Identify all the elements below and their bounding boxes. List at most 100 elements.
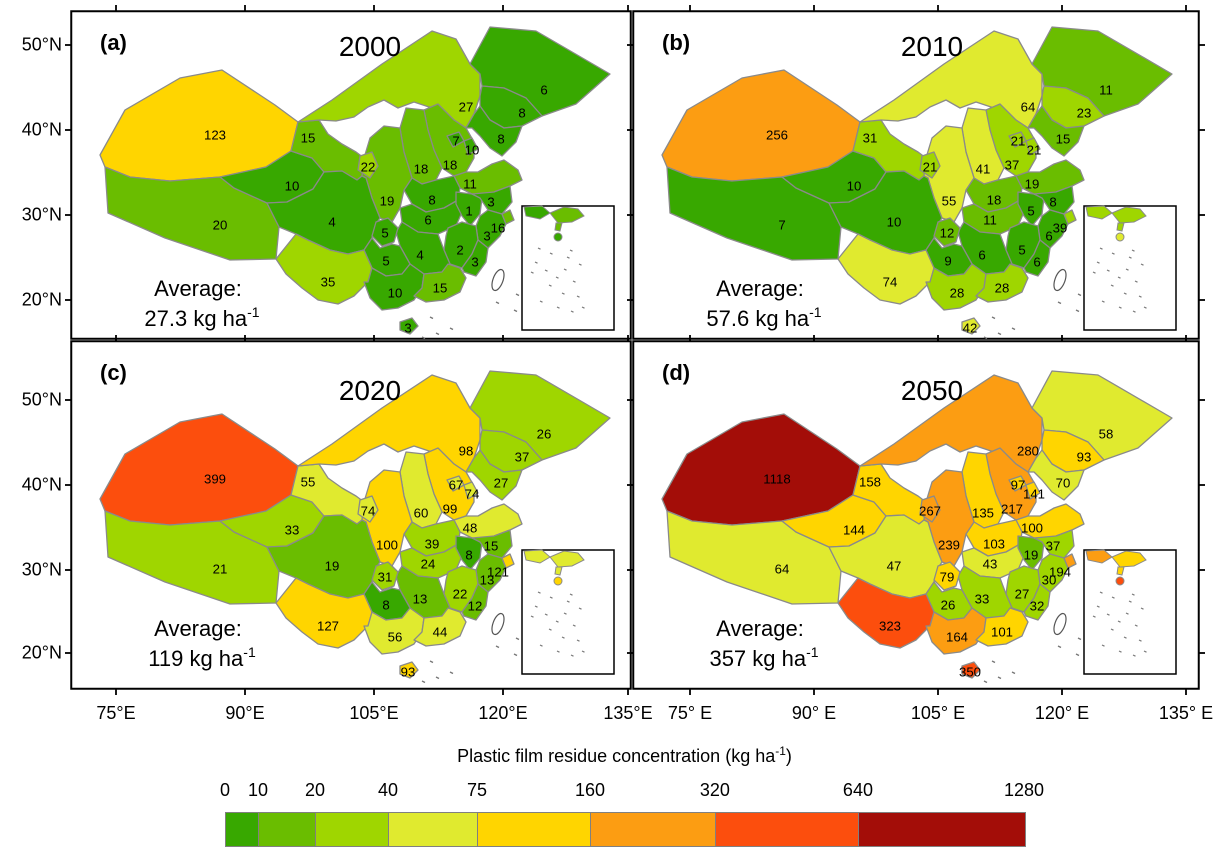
taiwan-outline xyxy=(1053,612,1067,636)
province-value-label: 164 xyxy=(946,630,968,645)
province-value-label: 3 xyxy=(471,255,478,270)
province-shanghai xyxy=(1063,209,1077,225)
province-value-label: 35 xyxy=(321,275,336,290)
province-value-label: 4 xyxy=(328,215,335,230)
panel-year: 2050 xyxy=(901,375,963,406)
colorbar-tick-label: 1280 xyxy=(1003,780,1045,800)
province-value-label: 98 xyxy=(459,444,474,459)
province-shanghai xyxy=(1063,553,1077,569)
province-value-label: 10 xyxy=(887,215,902,230)
colorbar-title-main: Plastic film residue concentration (kg h… xyxy=(457,746,776,766)
province-hainan xyxy=(961,661,981,679)
province-ningxia xyxy=(357,151,379,179)
province-guangdong xyxy=(413,607,467,647)
province-hainan xyxy=(399,661,419,679)
province-value-label: 74 xyxy=(465,487,480,502)
province-hainan xyxy=(399,317,419,335)
province-value-label: 5 xyxy=(381,226,388,241)
province-liaoning xyxy=(1027,105,1085,157)
colorbar-segment xyxy=(715,813,859,846)
province-value-label: 99 xyxy=(443,502,458,517)
province-liaoning xyxy=(465,105,523,157)
province-fujian xyxy=(461,239,489,277)
province-value-label: 7 xyxy=(452,134,459,149)
province-value-label: 48 xyxy=(463,521,478,536)
lat-tick-label: 30°N xyxy=(21,204,62,225)
province-value-label: 158 xyxy=(859,475,881,490)
province-value-label: 74 xyxy=(361,504,376,519)
province-hainan xyxy=(961,317,981,335)
province-value-label: 70 xyxy=(1056,476,1071,491)
province-liaoning xyxy=(465,449,523,501)
province-value-label: 37 xyxy=(1046,539,1061,554)
province-fujian xyxy=(1023,583,1051,621)
province-value-label: 64 xyxy=(1021,100,1036,115)
taiwan-outline xyxy=(491,612,505,636)
province-value-label: 39 xyxy=(1053,221,1068,236)
province-value-label: 43 xyxy=(983,557,998,572)
province-value-label: 79 xyxy=(940,570,955,585)
province-value-label: 7 xyxy=(778,218,785,233)
province-value-label: 20 xyxy=(213,218,228,233)
province-value-label: 6 xyxy=(424,213,431,228)
colorbar-tick-label: 0 xyxy=(219,780,231,800)
province-value-label: 18 xyxy=(987,193,1002,208)
average-value: 357 kg ha-1 xyxy=(709,644,818,671)
province-guangdong xyxy=(975,263,1029,303)
province-value-label: 47 xyxy=(887,559,902,574)
colorbar-title: Plastic film residue concentration (kg h… xyxy=(225,744,1024,767)
province-value-label: 1118 xyxy=(763,472,790,487)
average-label: Average: xyxy=(154,616,242,641)
lon-tick-label: 105°E xyxy=(349,703,399,723)
province-value-label: 33 xyxy=(975,592,990,607)
province-value-label: 22 xyxy=(361,160,376,175)
province-value-label: 5 xyxy=(382,254,389,269)
province-value-label: 194 xyxy=(1049,565,1071,580)
province-value-label: 12 xyxy=(468,599,483,614)
province-value-label: 239 xyxy=(938,538,960,553)
colorbar-tick-label: 20 xyxy=(304,780,325,800)
province-chongqing xyxy=(933,217,961,247)
lon-tick-label: 120° E xyxy=(1034,703,1090,723)
province-value-label: 64 xyxy=(775,562,790,577)
colorbar-tick-label: 160 xyxy=(574,780,605,800)
province-value-label: 32 xyxy=(1030,599,1045,614)
province-value-label: 11 xyxy=(463,177,477,192)
province-value-label: 42 xyxy=(963,321,978,336)
province-value-label: 121 xyxy=(487,565,509,580)
panel-tag: (a) xyxy=(100,30,127,55)
panel-year: 2010 xyxy=(901,31,963,62)
panel-year: 2020 xyxy=(339,375,401,406)
province-value-label: 6 xyxy=(1045,229,1052,244)
map-svg-2010: 2567103164112315374119185511586566109742… xyxy=(627,5,1205,345)
colorbar-segment xyxy=(226,813,259,846)
province-value-label: 12 xyxy=(940,226,955,241)
province-value-label: 21 xyxy=(923,160,938,175)
province-value-label: 93 xyxy=(1077,450,1092,465)
panel-a-map-2000: 123 20 10 15 27 6 8 8 18 18 11 8 19 6 1 3 3 2 3 4 4 5 35 10 15 3 2… xyxy=(65,5,637,345)
colorbar-segment xyxy=(258,813,316,846)
province-value-label: 8 xyxy=(1049,195,1056,210)
taiwan-outline xyxy=(1053,268,1067,292)
panel-year: 2000 xyxy=(339,31,401,62)
panel-d-map-2050: 1118 64 144 158 280 58 93 70 217 135 100 103 239 43 19… xyxy=(627,335,1205,695)
province-value-label: 30 xyxy=(1042,573,1057,588)
province-value-label: 13 xyxy=(413,592,428,607)
province-value-label: 56 xyxy=(388,630,403,645)
lon-tick-label: 135°E xyxy=(603,703,653,723)
colorbar-segment xyxy=(477,813,591,846)
province-value-label: 15 xyxy=(484,539,499,554)
province-value-label: 11 xyxy=(983,213,997,228)
province-value-label: 21 xyxy=(1011,134,1026,149)
colorbar-tick-labels: 0 10 20 40 75 160 320 640 1280 xyxy=(220,780,1044,802)
panel-c-map-2020: 399 21 33 55 98 26 37 27 99 60 48 39 100 24 8 15 13 22 12 1… xyxy=(65,335,637,695)
province-value-label: 4 xyxy=(416,248,423,263)
province-value-label: 6 xyxy=(1033,255,1040,270)
lat-tick-label: 50°N xyxy=(21,34,62,55)
lon-tick-label: 75°E xyxy=(96,703,136,723)
average-label: Average: xyxy=(154,276,242,301)
province-value-label: 31 xyxy=(378,570,393,585)
province-value-label: 27 xyxy=(494,476,509,491)
lon-tick-label: 75° E xyxy=(667,703,713,723)
